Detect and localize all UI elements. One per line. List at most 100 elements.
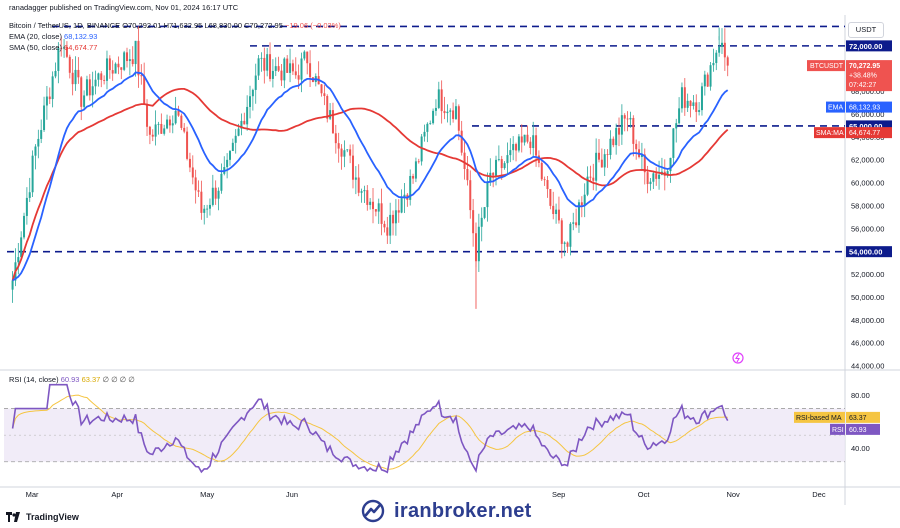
- candle-body: [535, 135, 538, 156]
- candle-body: [434, 107, 437, 111]
- candle-body: [549, 189, 552, 206]
- candle-body: [134, 40, 137, 65]
- candle-body: [20, 237, 23, 258]
- candle-body: [635, 143, 638, 150]
- candle-body: [706, 74, 709, 87]
- time-tick-label: May: [200, 490, 214, 499]
- candle-body: [85, 79, 88, 96]
- candle-body: [592, 177, 595, 181]
- candle-body: [595, 152, 598, 181]
- candle-body: [217, 190, 220, 199]
- candle-body: [200, 191, 203, 213]
- sma-name-tag: SMA:MA: [816, 130, 844, 137]
- candle-body: [569, 223, 572, 247]
- candle-body: [168, 119, 171, 126]
- candle-body: [597, 152, 600, 160]
- candle-body: [11, 280, 14, 290]
- rsi-ma-name-tag: RSI-based MA: [796, 415, 842, 422]
- candle-body: [600, 159, 603, 168]
- rsi-legend[interactable]: RSI (14, close) 60.93 63.37 ∅ ∅ ∅ ∅: [9, 375, 135, 384]
- candle-body: [363, 190, 366, 192]
- candle-body: [197, 190, 200, 192]
- ema-name-tag: EMA: [828, 105, 844, 112]
- candle-body: [206, 208, 209, 210]
- candle-body: [323, 93, 326, 97]
- candle-body: [646, 172, 649, 185]
- ema-legend[interactable]: EMA (20, close) 68,132.93: [9, 32, 98, 41]
- candle-body: [74, 69, 77, 85]
- candle-body: [712, 63, 715, 66]
- symbol-name[interactable]: Bitcoin / TetherUS, 1D, BINANCE: [9, 21, 121, 30]
- rsi-ma-value-tag: 63.37: [849, 415, 867, 422]
- level-tag-label: 72,000.00: [849, 42, 882, 51]
- candle-body: [48, 96, 51, 100]
- candle-body: [28, 192, 31, 198]
- candle-body: [240, 120, 243, 129]
- candle-body: [686, 100, 689, 108]
- candle-body: [194, 177, 197, 191]
- sma-price-tag: 64,674.77: [849, 130, 880, 137]
- candle-body: [492, 172, 495, 176]
- open-value: 70,292.01: [128, 21, 162, 30]
- candle-body: [589, 176, 592, 178]
- candle-body: [389, 214, 392, 236]
- candle-body: [177, 110, 180, 116]
- candle-body: [163, 128, 166, 134]
- candle-body: [231, 142, 234, 152]
- candle-body: [309, 63, 312, 78]
- ema-price-tag: 68,132.93: [849, 105, 880, 112]
- time-tick-label: Dec: [812, 490, 826, 499]
- candle-body: [532, 135, 535, 149]
- candle-body: [557, 209, 560, 221]
- candle-body: [97, 73, 100, 80]
- broker-logo-icon: [361, 499, 385, 523]
- ema-20-line: [12, 71, 729, 282]
- candle-body: [669, 157, 672, 172]
- price-tick-label: 56,000.00: [851, 224, 884, 233]
- candle-body: [171, 123, 174, 126]
- candle-body: [303, 51, 306, 59]
- time-tick-label: Apr: [111, 490, 123, 499]
- time-tick-label: Nov: [726, 490, 740, 499]
- candle-body: [409, 175, 412, 200]
- candle-body: [580, 202, 583, 206]
- candle-body: [191, 167, 194, 178]
- candle-body: [586, 176, 589, 195]
- tradingview-logo[interactable]: TradingView: [6, 510, 79, 524]
- candle-body: [529, 141, 532, 149]
- candle-body: [57, 47, 60, 71]
- candle-body: [154, 124, 157, 137]
- candle-body: [546, 180, 549, 190]
- candle-body: [463, 152, 466, 169]
- price-tick-label: 58,000.00: [851, 201, 884, 210]
- candle-body: [243, 120, 246, 125]
- currency-button[interactable]: USDT: [848, 22, 884, 38]
- candle-body: [566, 242, 569, 247]
- candle-body: [263, 57, 266, 71]
- candle-body: [80, 77, 83, 107]
- candle-body: [174, 110, 177, 124]
- candle-body: [246, 106, 249, 125]
- watermark-text: iranbroker.net: [394, 499, 532, 522]
- candle-body: [626, 118, 629, 120]
- candle-body: [251, 89, 254, 97]
- candle-body: [166, 119, 169, 129]
- rsi-legend-extra: ∅ ∅ ∅ ∅: [102, 375, 135, 384]
- candle-body: [483, 207, 486, 218]
- candle-body: [68, 56, 71, 73]
- candle-body: [360, 191, 363, 193]
- bolt-icon-glyph: [734, 353, 740, 363]
- candle-body: [211, 187, 214, 205]
- candle-body: [128, 59, 131, 62]
- candle-body: [612, 138, 615, 146]
- time-tick-label: Jun: [286, 490, 298, 499]
- sma-legend[interactable]: SMA (50, close) 64,674.77: [9, 43, 98, 52]
- ema-price-tag-bg: [846, 101, 892, 113]
- candle-body: [180, 115, 183, 128]
- candle-body: [123, 52, 126, 70]
- candle-body: [151, 134, 154, 137]
- candle-body: [120, 67, 123, 70]
- time-tick-label: Oct: [638, 490, 651, 499]
- candle-body: [203, 208, 206, 213]
